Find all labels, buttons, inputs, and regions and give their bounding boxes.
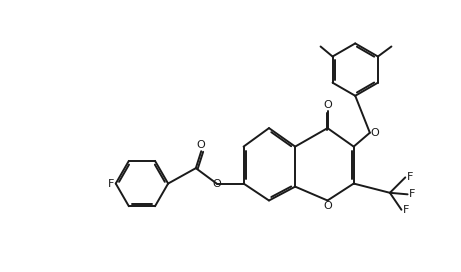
Text: O: O	[323, 100, 332, 110]
Text: F: F	[108, 178, 114, 188]
Text: F: F	[409, 189, 415, 199]
Text: F: F	[407, 172, 413, 183]
Text: O: O	[371, 128, 379, 138]
Text: O: O	[197, 140, 206, 150]
Text: O: O	[323, 201, 332, 211]
Text: F: F	[403, 205, 409, 215]
Text: O: O	[212, 178, 221, 188]
